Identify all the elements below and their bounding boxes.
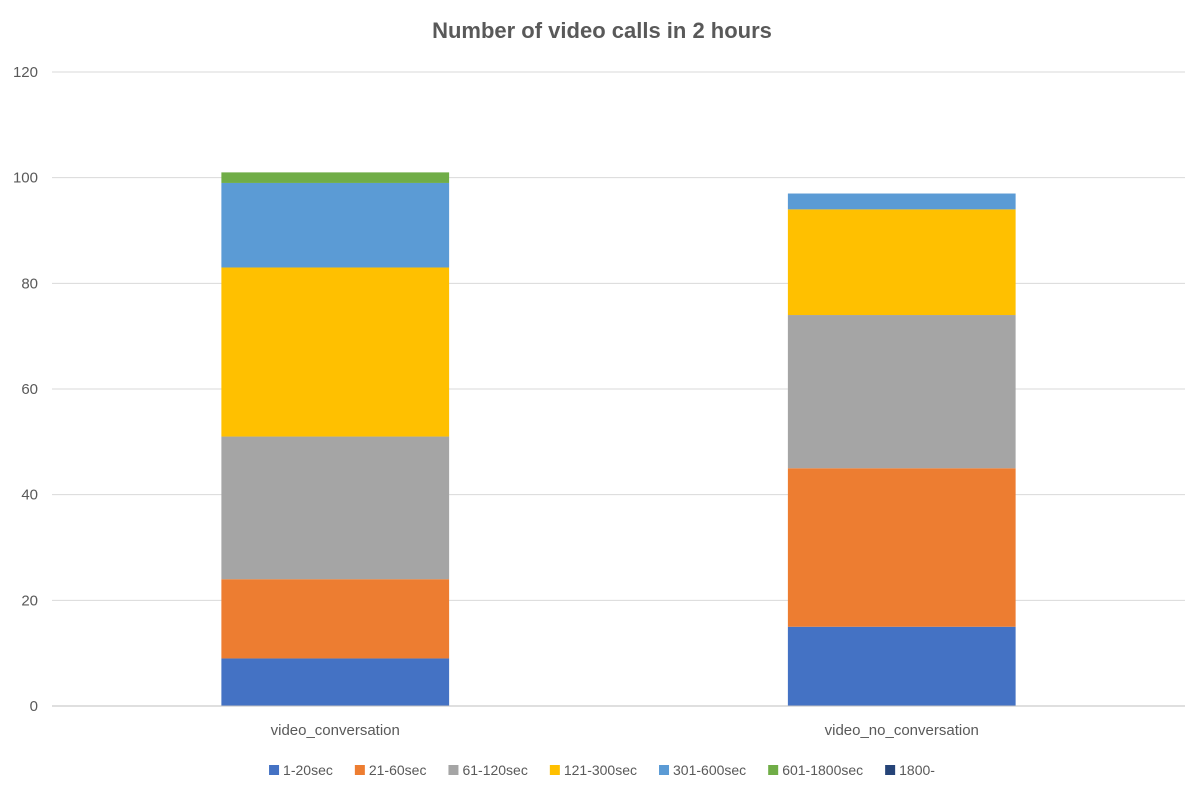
legend-swatch [885,765,896,775]
legend-item: 21-60sec [354,762,427,778]
bar-segment-121-300sec [221,267,450,437]
legend-item: 1800- [885,762,935,778]
x-category-label: video_no_conversation [825,722,979,739]
legend: 1-20sec 21-60sec 61-120sec 121-300sec 301-60… [269,762,935,778]
legend-swatch [549,765,560,775]
bar-segment-1-20sec [221,658,450,706]
y-tick-label: 100 [13,170,38,187]
legend-label: 121-300sec [564,762,637,778]
legend-label: 301-600sec [673,762,746,778]
legend-swatch [354,765,365,775]
x-category-label: video_conversation [271,722,400,739]
x-axis-categories: video_conversation video_no_conversation [271,722,979,739]
bar-segment-601-1800sec [221,172,450,183]
legend-swatch [448,765,459,775]
legend-item: 61-120sec [448,762,528,778]
bar-segment-301-600sec [221,182,450,268]
y-tick-label: 120 [13,64,38,81]
legend-label: 1-20sec [283,762,333,778]
y-tick-label: 60 [21,381,38,398]
legend-label: 601-1800sec [782,762,863,778]
bar-segment-21-60sec [221,579,450,659]
y-tick-label: 20 [21,592,38,609]
bar-segment-1-20sec [787,626,1016,706]
legend-item: 601-1800sec [768,762,863,778]
legend-swatch [659,765,670,775]
chart-title: Number of video calls in 2 hours [432,18,772,43]
legend-swatch [768,765,779,775]
legend-item: 1-20sec [269,762,333,778]
legend-item: 121-300sec [549,762,637,778]
bar-segment-21-60sec [787,468,1016,627]
legend-item: 301-600sec [659,762,746,778]
legend-label: 61-120sec [462,762,527,778]
y-axis-ticks: 0 20 40 60 80 100 120 [13,64,38,715]
legend-label: 1800- [899,762,935,778]
bar-segment-301-600sec [787,193,1016,210]
bar-segment-61-120sec [221,436,450,580]
y-tick-label: 0 [30,698,38,715]
bar-segment-61-120sec [787,315,1016,469]
bar-segment-121-300sec [787,209,1016,316]
legend-label: 21-60sec [369,762,427,778]
y-tick-label: 40 [21,487,38,504]
y-tick-label: 80 [21,275,38,292]
legend-swatch [269,765,280,775]
bars [221,172,1016,706]
